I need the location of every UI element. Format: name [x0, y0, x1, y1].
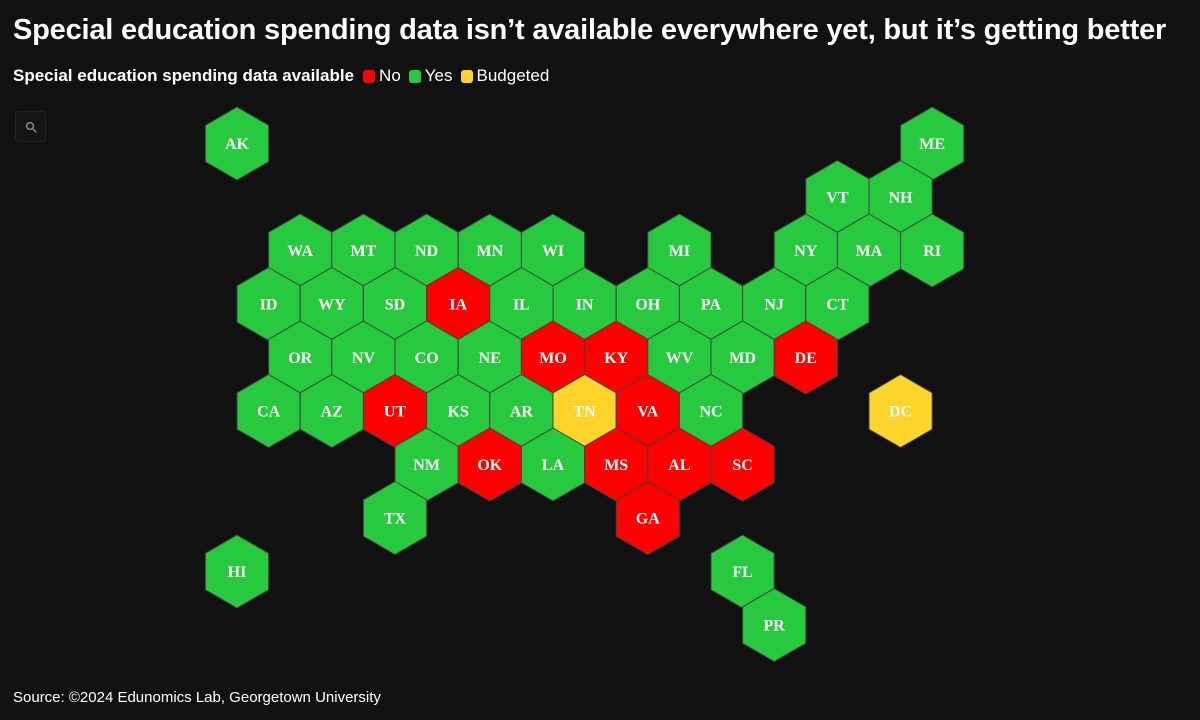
state-label-ne: NE	[479, 350, 501, 367]
state-tile-ak[interactable]: AK	[204, 106, 270, 181]
state-label-il: IL	[513, 297, 530, 314]
state-label-or: OR	[288, 350, 312, 367]
state-tile-md[interactable]: MD	[710, 320, 775, 395]
state-label-nm: NM	[413, 457, 440, 474]
state-label-la: LA	[542, 457, 565, 474]
state-label-ny: NY	[794, 243, 818, 260]
state-label-mn: MN	[476, 243, 503, 260]
state-hex-ri[interactable]	[900, 213, 965, 288]
state-label-tx: TX	[384, 511, 407, 528]
state-tile-ok[interactable]: OK	[457, 427, 522, 502]
state-tile-pr[interactable]: PR	[742, 587, 807, 663]
state-label-ut: UT	[384, 404, 407, 421]
state-hex-dc[interactable]	[868, 373, 933, 449]
state-label-pa: PA	[701, 297, 722, 314]
state-tile-mi[interactable]: MI	[647, 213, 712, 288]
state-label-me: ME	[919, 136, 945, 153]
state-label-ks: KS	[448, 404, 469, 421]
legend-item-no[interactable]: No	[363, 66, 401, 86]
state-label-ky: KY	[604, 350, 628, 367]
state-tile-ga[interactable]: GA	[615, 480, 680, 556]
state-hex-ga[interactable]	[615, 480, 680, 556]
legend-label-no: No	[379, 66, 401, 85]
state-label-dc: DC	[889, 404, 912, 421]
chart-title: Special education spending data isn’t av…	[13, 14, 1167, 46]
state-hex-ak[interactable]	[204, 106, 270, 181]
state-tile-dc[interactable]: DC	[868, 373, 933, 449]
state-label-sd: SD	[385, 297, 405, 314]
state-label-ct: CT	[826, 297, 849, 314]
source-note: Source: ©2024 Edunomics Lab, Georgetown …	[13, 689, 381, 706]
state-label-vt: VT	[826, 190, 849, 207]
state-label-ms: MS	[604, 457, 628, 474]
legend-label-budgeted: Budgeted	[476, 66, 550, 85]
state-label-wi: WI	[542, 243, 564, 260]
state-label-mo: MO	[539, 350, 567, 367]
state-label-ca: CA	[257, 404, 281, 421]
state-tile-ri[interactable]: RI	[900, 213, 965, 288]
legend-swatch-yes	[408, 69, 421, 83]
state-label-va: VA	[637, 404, 658, 421]
state-tile-ca[interactable]: CA	[236, 373, 301, 449]
state-label-wy: WY	[318, 297, 346, 314]
state-label-ma: MA	[856, 243, 883, 260]
state-label-ia: IA	[449, 297, 467, 314]
state-tile-sc[interactable]: SC	[710, 427, 775, 502]
legend-swatch-budgeted	[460, 69, 473, 83]
state-hex-de[interactable]	[773, 320, 838, 395]
search-icon	[25, 121, 37, 133]
state-label-ga: GA	[636, 511, 660, 528]
legend-swatch-no	[363, 69, 376, 83]
legend-title: Special education spending data availabl…	[13, 66, 355, 85]
state-label-sc: SC	[732, 457, 752, 474]
state-label-hi: HI	[228, 564, 247, 581]
state-tile-in[interactable]: IN	[552, 266, 617, 342]
state-label-oh: OH	[635, 297, 660, 314]
state-label-nv: NV	[352, 350, 376, 367]
state-label-nc: NC	[699, 404, 722, 421]
state-label-mi: MI	[669, 243, 690, 260]
state-label-mt: MT	[351, 243, 377, 260]
state-label-ar: AR	[510, 404, 534, 421]
state-label-fl: FL	[732, 564, 752, 581]
search-button[interactable]	[15, 111, 46, 142]
state-hex-pr[interactable]	[742, 587, 807, 663]
state-tile-ma[interactable]: MA	[836, 213, 902, 288]
state-tile-tx[interactable]: TX	[362, 480, 428, 556]
state-hex-hi[interactable]	[204, 534, 270, 609]
state-label-nh: NH	[889, 190, 914, 207]
state-tile-de[interactable]: DE	[773, 320, 838, 395]
state-label-de: DE	[795, 350, 817, 367]
state-label-wa: WA	[287, 243, 313, 260]
state-label-ak: AK	[225, 136, 250, 153]
state-label-co: CO	[415, 350, 439, 367]
state-label-tn: TN	[573, 404, 596, 421]
state-label-nj: NJ	[764, 297, 784, 314]
state-label-in: IN	[576, 297, 594, 314]
state-tile-wy[interactable]: WY	[299, 266, 364, 342]
state-label-nd: ND	[415, 243, 438, 260]
state-hex-tx[interactable]	[362, 480, 428, 556]
state-label-al: AL	[668, 457, 690, 474]
legend-item-budgeted[interactable]: Budgeted	[460, 66, 550, 86]
state-label-ri: RI	[923, 243, 941, 260]
state-tile-ms[interactable]: MS	[584, 427, 649, 502]
legend-item-yes[interactable]: Yes	[408, 66, 453, 86]
state-tile-hi[interactable]: HI	[204, 534, 270, 609]
state-label-md: MD	[729, 350, 756, 367]
state-label-az: AZ	[321, 404, 343, 421]
state-tile-mt[interactable]: MT	[331, 213, 396, 288]
state-label-pr: PR	[764, 618, 786, 635]
state-label-wv: WV	[666, 350, 694, 367]
legend-label-yes: Yes	[424, 66, 453, 85]
legend: Special education spending data availabl…	[13, 66, 557, 86]
state-hex-sc[interactable]	[710, 427, 775, 502]
state-label-ok: OK	[477, 457, 502, 474]
state-label-id: ID	[260, 297, 278, 314]
